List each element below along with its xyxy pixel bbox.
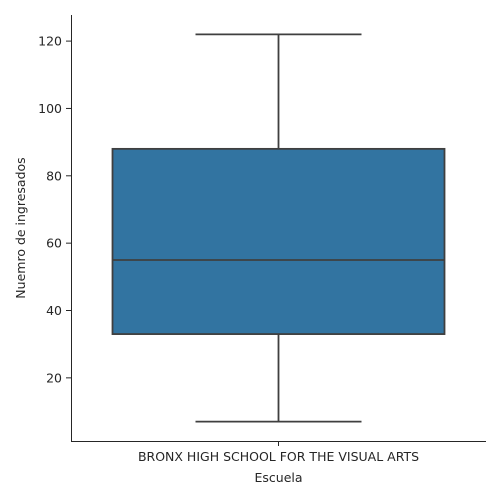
x-tick-label: BRONX HIGH SCHOOL FOR THE VISUAL ARTS [138,449,419,464]
x-ticks: BRONX HIGH SCHOOL FOR THE VISUAL ARTS [138,441,419,464]
x-axis-label: Escuela [254,470,302,485]
iqr-box [113,149,445,334]
y-tick-label: 60 [46,236,62,251]
box-group [113,34,445,421]
y-tick-label: 100 [38,101,62,116]
y-tick-label: 80 [46,168,62,183]
y-tick-label: 120 [38,34,62,49]
y-axis-label: Nuemro de ingresados [13,157,28,298]
y-tick-label: 20 [46,370,62,385]
y-tick-label: 40 [46,303,62,318]
y-ticks: 20 40 60 80 100 120 [38,34,71,386]
plot-marks [113,34,445,421]
